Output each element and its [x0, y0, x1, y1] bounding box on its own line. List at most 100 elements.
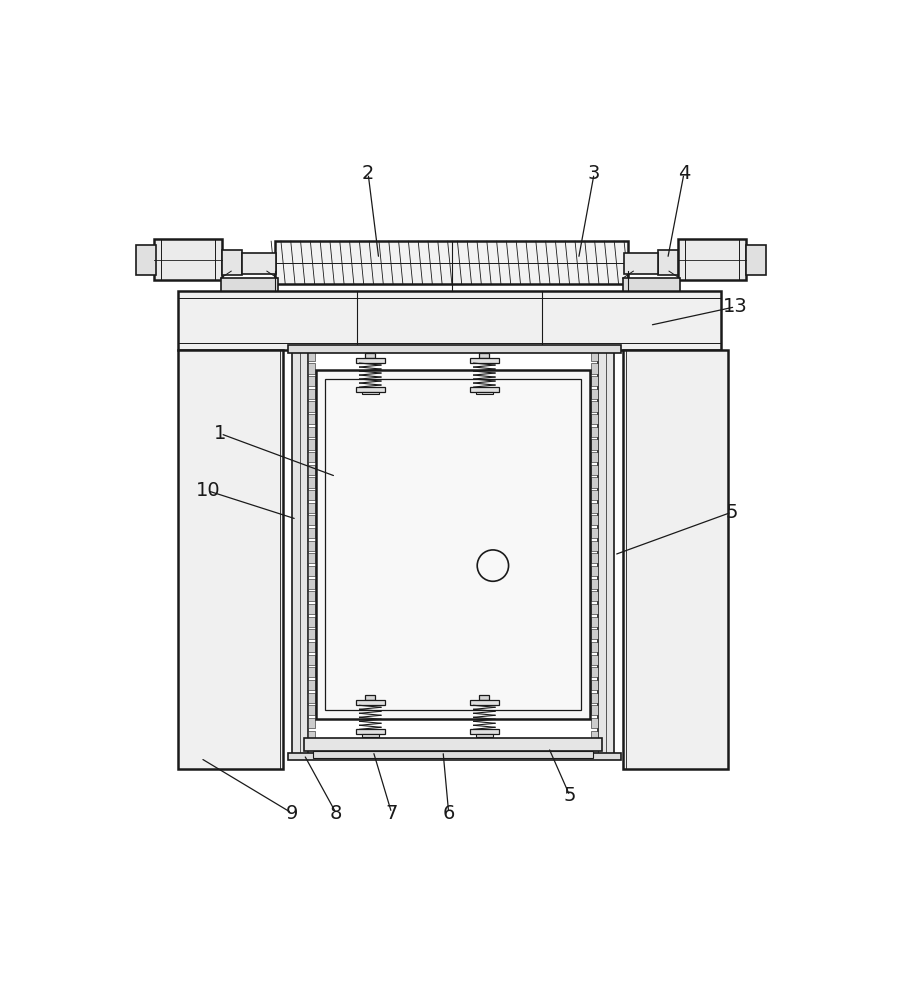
Bar: [745, 245, 766, 275]
Bar: [307, 376, 314, 386]
Bar: [658, 250, 677, 275]
Bar: [307, 477, 314, 488]
Bar: [591, 731, 597, 741]
Bar: [221, 278, 278, 293]
Bar: [591, 541, 597, 551]
Bar: [275, 241, 628, 284]
Bar: [591, 439, 597, 450]
Bar: [591, 465, 597, 475]
Bar: [307, 363, 314, 374]
Bar: [356, 700, 384, 705]
Bar: [325, 379, 580, 710]
Bar: [591, 490, 597, 500]
Text: 7: 7: [385, 804, 397, 823]
Bar: [307, 427, 314, 437]
Bar: [221, 250, 242, 275]
Bar: [307, 642, 314, 652]
Bar: [154, 239, 221, 280]
Bar: [470, 729, 498, 734]
Bar: [591, 503, 597, 513]
Bar: [177, 350, 283, 769]
Bar: [288, 345, 620, 353]
Bar: [242, 253, 276, 274]
Bar: [622, 350, 728, 769]
Bar: [307, 401, 314, 412]
Bar: [470, 358, 498, 363]
Bar: [475, 392, 493, 394]
Bar: [591, 363, 597, 374]
Bar: [307, 566, 314, 576]
Bar: [591, 376, 597, 386]
Bar: [591, 604, 597, 614]
Bar: [470, 387, 498, 392]
Bar: [356, 387, 384, 392]
Text: 6: 6: [442, 804, 454, 823]
Bar: [470, 700, 498, 705]
Bar: [307, 553, 314, 563]
Bar: [479, 695, 489, 700]
Text: 10: 10: [195, 481, 220, 500]
Bar: [591, 579, 597, 589]
Bar: [677, 239, 745, 280]
Bar: [365, 695, 375, 700]
Bar: [622, 278, 679, 293]
Text: 13: 13: [722, 297, 747, 316]
Bar: [136, 245, 156, 275]
Bar: [591, 515, 597, 525]
Bar: [591, 680, 597, 690]
Bar: [591, 477, 597, 488]
Bar: [177, 291, 720, 350]
Bar: [307, 503, 314, 513]
Bar: [591, 427, 597, 437]
Bar: [591, 591, 597, 601]
Bar: [591, 401, 597, 412]
Bar: [307, 693, 314, 703]
Bar: [307, 465, 314, 475]
Bar: [312, 751, 593, 758]
Text: 2: 2: [361, 164, 374, 183]
Bar: [307, 680, 314, 690]
Text: 4: 4: [677, 164, 689, 183]
Bar: [591, 743, 597, 753]
Bar: [361, 392, 379, 394]
Bar: [591, 452, 597, 462]
Bar: [591, 629, 597, 639]
Bar: [303, 738, 601, 751]
Text: 9: 9: [285, 804, 298, 823]
Bar: [591, 642, 597, 652]
Bar: [591, 553, 597, 563]
Bar: [307, 718, 314, 728]
Text: 3: 3: [587, 164, 600, 183]
Bar: [307, 541, 314, 551]
Bar: [361, 734, 379, 737]
Text: 1: 1: [214, 424, 226, 443]
Bar: [307, 452, 314, 462]
Bar: [316, 370, 589, 719]
Bar: [307, 515, 314, 525]
Bar: [307, 617, 314, 627]
Bar: [307, 351, 314, 361]
Bar: [307, 579, 314, 589]
Bar: [307, 604, 314, 614]
Bar: [591, 351, 597, 361]
Text: 5: 5: [725, 503, 737, 522]
Bar: [288, 753, 620, 760]
Bar: [307, 414, 314, 424]
Bar: [356, 358, 384, 363]
Bar: [307, 591, 314, 601]
Bar: [307, 655, 314, 665]
Bar: [591, 693, 597, 703]
Bar: [291, 350, 307, 755]
Bar: [591, 389, 597, 399]
Bar: [623, 253, 658, 274]
Bar: [307, 743, 314, 753]
Bar: [307, 389, 314, 399]
Bar: [591, 667, 597, 677]
Bar: [591, 718, 597, 728]
Text: 8: 8: [330, 804, 342, 823]
Bar: [307, 705, 314, 715]
Bar: [591, 414, 597, 424]
Bar: [307, 667, 314, 677]
Bar: [591, 705, 597, 715]
Bar: [597, 350, 614, 755]
